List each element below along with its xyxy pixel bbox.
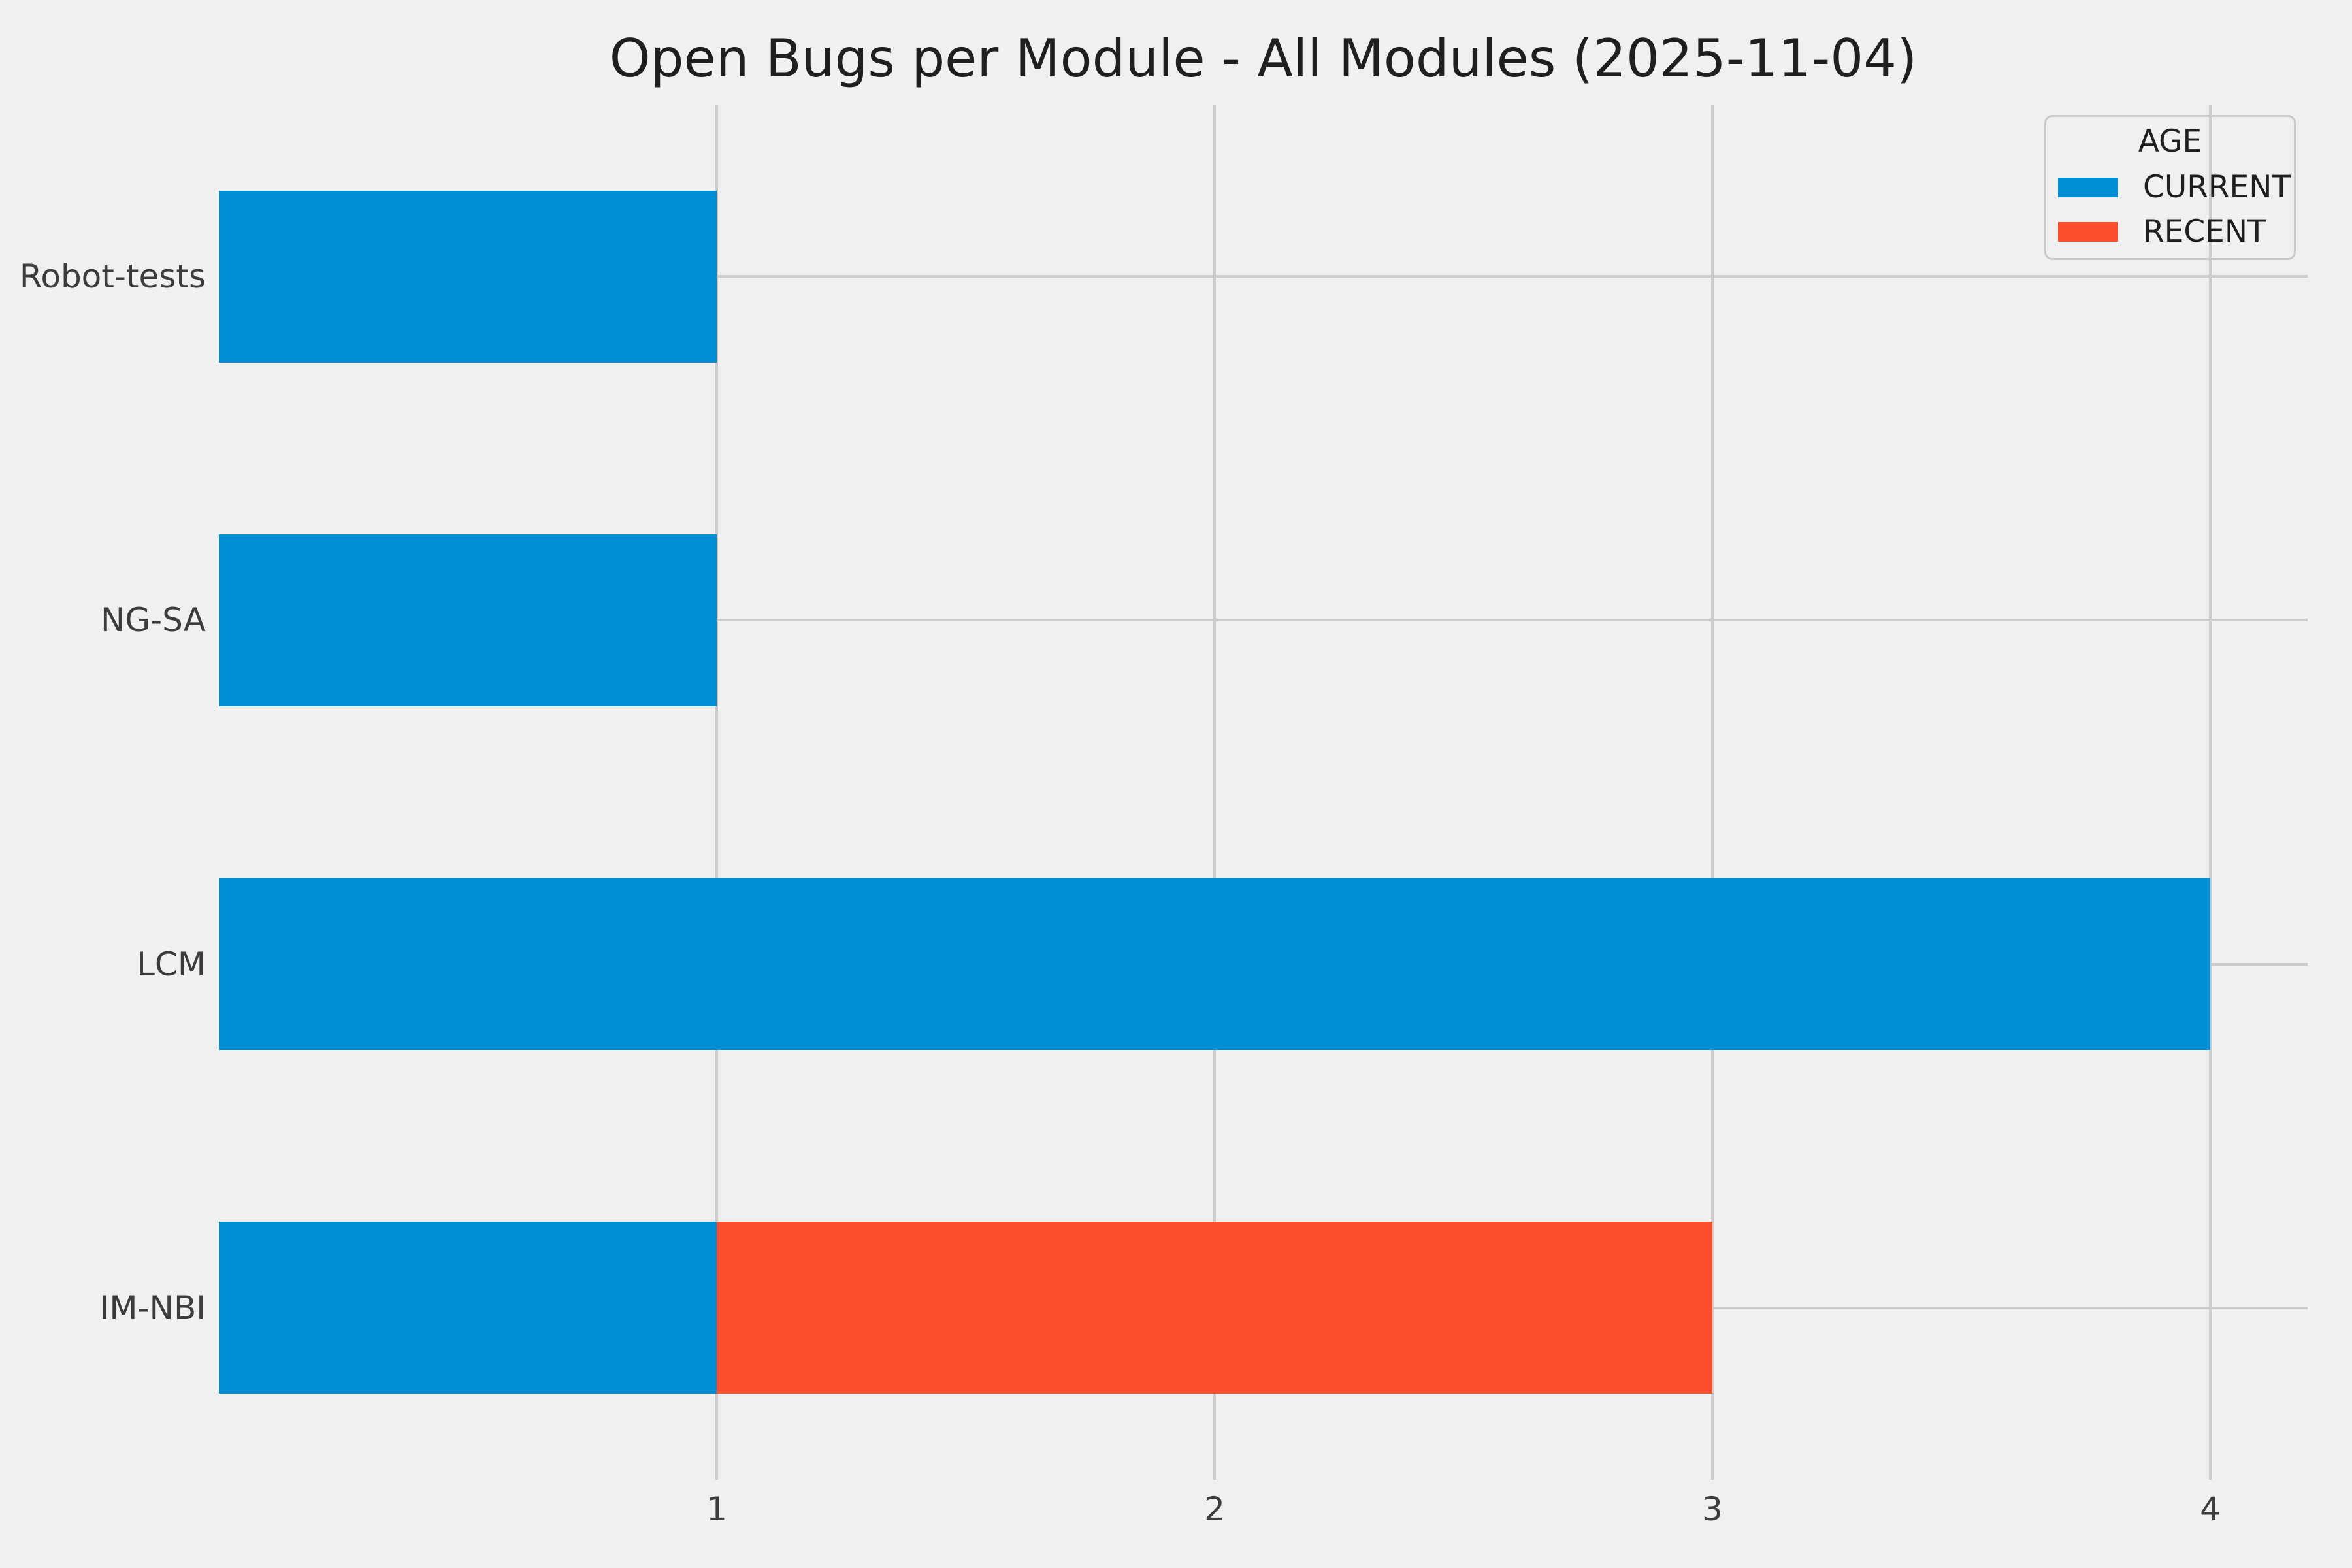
- gridline-x-3: [1711, 105, 1714, 1480]
- gridline-x-4: [2209, 105, 2212, 1480]
- plot-area: [219, 105, 2308, 1480]
- x-tick-label-1: 1: [706, 1490, 727, 1528]
- legend-label-CURRENT: CURRENT: [2143, 169, 2291, 206]
- legend-entry-RECENT: RECENT: [2046, 215, 2294, 249]
- y-tick-label-NG-SA: NG-SA: [100, 601, 206, 640]
- gridline-x-2: [1213, 105, 1216, 1480]
- y-tick-label-IM-NBI: IM-NBI: [99, 1288, 206, 1327]
- gridline-row-Robot-tests: [219, 275, 2308, 278]
- bar-IM-NBI-CURRENT: [219, 1222, 717, 1394]
- y-tick-label-LCM: LCM: [137, 945, 206, 983]
- x-tick-label-3: 3: [1702, 1490, 1723, 1528]
- y-tick-label-Robot-tests: Robot-tests: [19, 257, 206, 296]
- x-tick-label-4: 4: [2200, 1490, 2221, 1528]
- chart-title: Open Bugs per Module - All Modules (2025…: [609, 28, 1918, 89]
- bar-IM-NBI-RECENT: [717, 1222, 1712, 1394]
- legend-swatch-RECENT: [2058, 221, 2118, 242]
- bar-LCM-CURRENT: [219, 878, 2210, 1051]
- legend-swatch-CURRENT: [2058, 178, 2118, 198]
- legend-title: AGE: [2138, 123, 2202, 159]
- gridline-row-NG-SA: [219, 619, 2308, 622]
- legend-entries: CURRENT RECENT: [2046, 171, 2294, 248]
- gridline-x-1: [715, 105, 718, 1480]
- bar-NG-SA-CURRENT: [219, 534, 717, 706]
- x-tick-label-2: 2: [1204, 1490, 1225, 1528]
- legend: AGE CURRENT RECENT: [2044, 115, 2296, 260]
- legend-label-RECENT: RECENT: [2143, 214, 2266, 250]
- legend-entry-CURRENT: CURRENT: [2046, 171, 2294, 204]
- bar-Robot-tests-CURRENT: [219, 190, 717, 363]
